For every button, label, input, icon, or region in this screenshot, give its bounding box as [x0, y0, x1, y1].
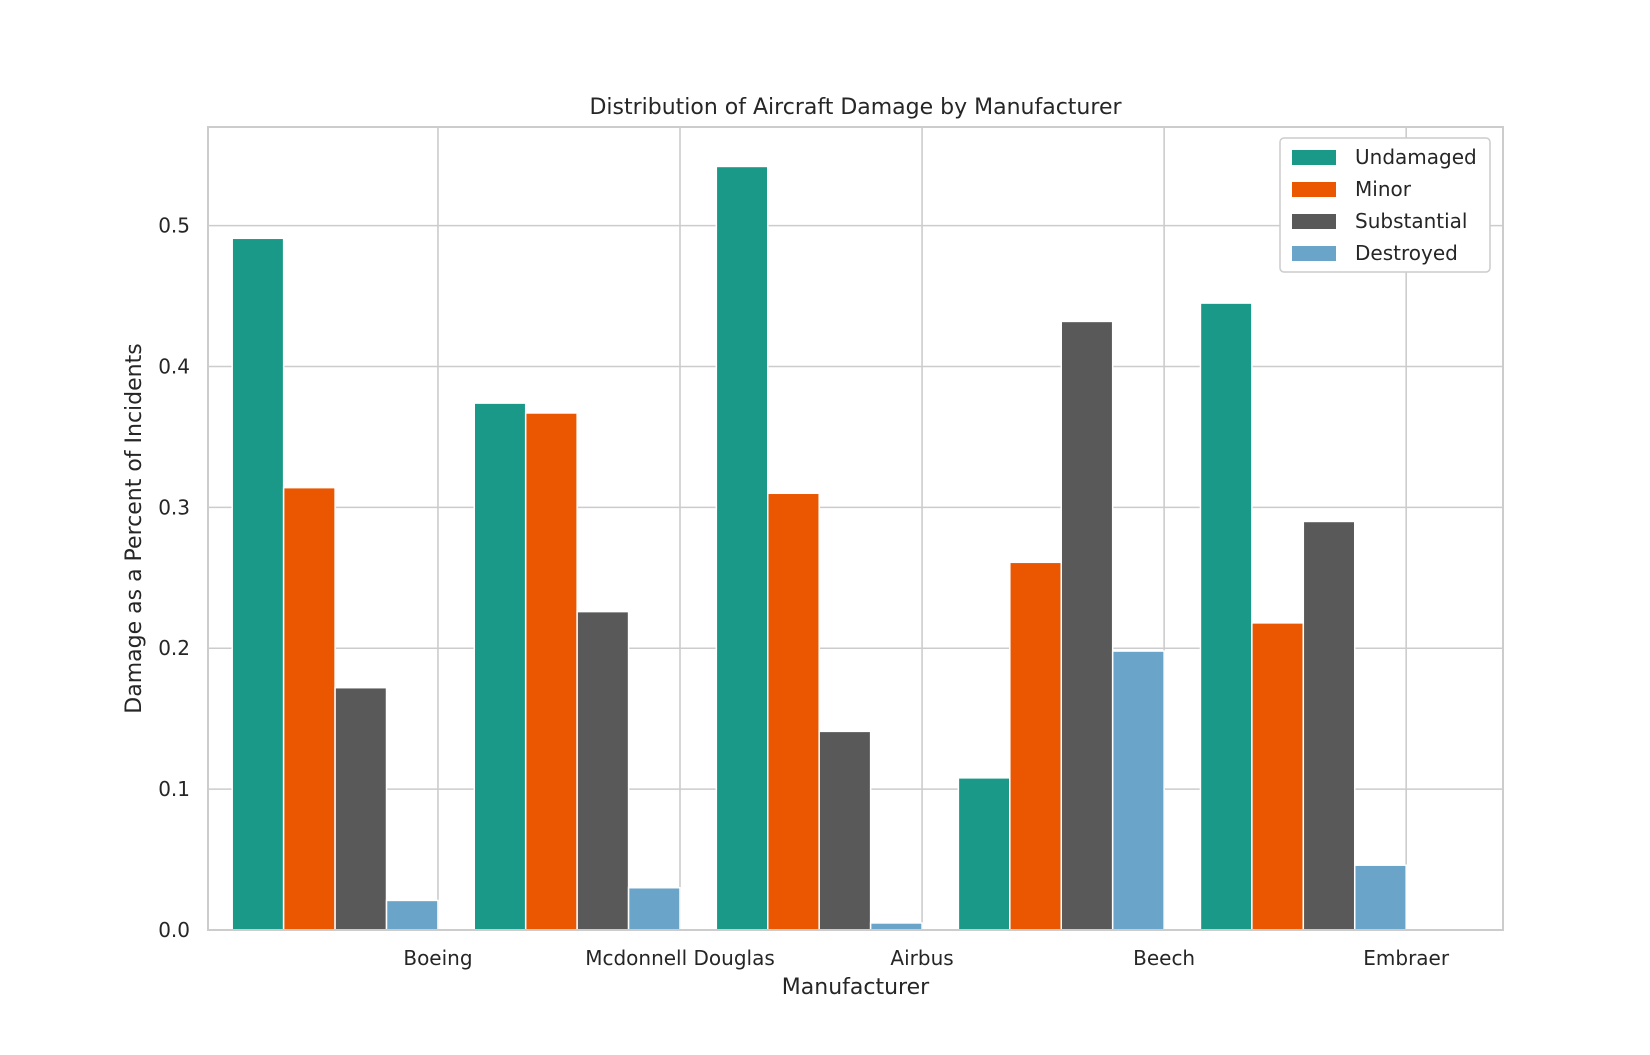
x-tick-label: Boeing	[403, 946, 472, 970]
plot-frame	[207, 126, 1504, 931]
y-tick-label: 0.0	[158, 918, 190, 942]
x-tick-label: Airbus	[890, 946, 953, 970]
legend-swatch	[1292, 246, 1336, 261]
bar	[1353, 864, 1407, 931]
bar	[627, 886, 681, 931]
legend-label: Minor	[1355, 177, 1412, 201]
bar	[869, 922, 923, 931]
bar	[282, 486, 336, 931]
x-axis-title: Manufacturer	[782, 975, 930, 1000]
bar	[1302, 520, 1356, 931]
legend-label: Substantial	[1355, 209, 1467, 233]
bar	[715, 165, 769, 931]
x-tick-label: Beech	[1133, 946, 1195, 970]
bar	[818, 730, 872, 931]
bar	[473, 402, 527, 931]
legend-label: Undamaged	[1355, 145, 1477, 169]
legend-label: Destroyed	[1355, 241, 1458, 265]
bar	[767, 492, 820, 931]
x-tick-label: Embraer	[1363, 946, 1450, 970]
y-tick-label: 0.1	[158, 777, 190, 801]
y-tick-label: 0.3	[158, 495, 190, 519]
y-axis-title: Damage as a Percent of Incidents	[122, 343, 147, 713]
bar	[334, 686, 388, 931]
legend-swatch	[1292, 150, 1336, 165]
y-tick-label: 0.5	[158, 214, 190, 238]
chart-title: Distribution of Aircraft Damage by Manuf…	[589, 95, 1122, 120]
bar	[576, 610, 630, 931]
bar	[1009, 561, 1062, 931]
bar	[231, 237, 285, 931]
bar	[1251, 622, 1305, 931]
x-tick-label: Mcdonnell Douglas	[585, 946, 775, 970]
bar	[1111, 650, 1165, 931]
bar	[1060, 320, 1114, 931]
legend-swatch	[1292, 182, 1336, 197]
tick-labels: 0.0 0.1 0.2 0.3 0.4 0.5 Boeing Mcdonnell Dougla…	[158, 214, 1450, 970]
legend-swatch	[1292, 214, 1336, 229]
y-tick-label: 0.2	[158, 636, 190, 660]
bar	[524, 412, 578, 931]
bar	[1199, 302, 1253, 931]
bar	[385, 899, 439, 931]
legend: Undamaged Minor Substantial Destroyed	[1279, 137, 1491, 273]
legend-box	[1279, 137, 1491, 273]
bar	[957, 777, 1011, 931]
y-tick-label: 0.4	[158, 354, 190, 378]
